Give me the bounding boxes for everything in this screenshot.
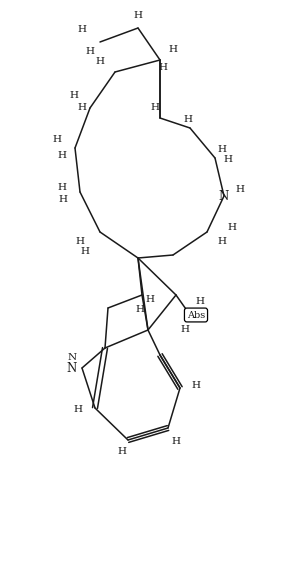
Text: H: H: [58, 184, 67, 193]
Text: H: H: [217, 145, 226, 154]
Text: H: H: [78, 26, 87, 34]
Text: H: H: [235, 185, 244, 194]
Text: H: H: [171, 438, 180, 447]
Text: H: H: [158, 63, 167, 73]
Text: H: H: [191, 382, 201, 391]
Text: H: H: [53, 136, 62, 145]
Text: H: H: [223, 156, 232, 165]
Text: H: H: [78, 104, 87, 113]
Text: H: H: [183, 116, 192, 125]
Text: H: H: [74, 406, 83, 415]
Text: N: N: [67, 362, 77, 375]
Text: H: H: [135, 305, 144, 315]
Text: H: H: [196, 297, 205, 307]
Text: H: H: [133, 10, 142, 19]
Text: H: H: [146, 296, 155, 304]
Text: H: H: [96, 58, 105, 66]
Text: N: N: [219, 189, 229, 202]
Text: H: H: [58, 196, 67, 205]
Text: N: N: [67, 353, 76, 363]
Text: Abs: Abs: [187, 311, 205, 320]
Text: H: H: [80, 248, 90, 256]
Text: H: H: [58, 150, 67, 160]
Text: H: H: [228, 224, 237, 232]
Text: H: H: [76, 237, 85, 247]
Text: H: H: [217, 237, 226, 247]
Text: H: H: [85, 47, 94, 57]
Text: H: H: [169, 46, 178, 54]
Text: H: H: [117, 447, 126, 456]
Text: H: H: [180, 325, 189, 335]
Text: H: H: [69, 92, 78, 101]
Text: H: H: [151, 104, 160, 113]
